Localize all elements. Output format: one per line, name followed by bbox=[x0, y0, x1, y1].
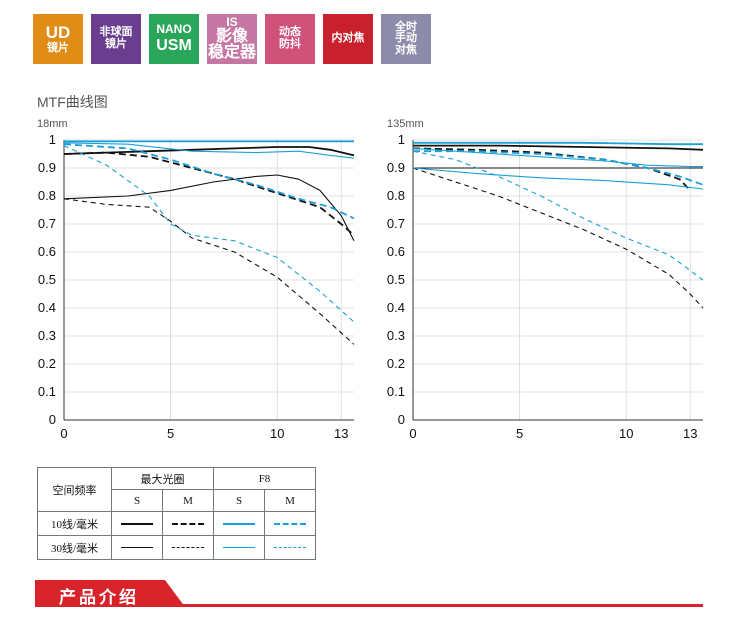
legend-sample-black-s-10 bbox=[111, 511, 163, 536]
x-tick-label: 5 bbox=[516, 426, 523, 441]
y-tick-label: 0.3 bbox=[387, 328, 405, 343]
series-line-0-1 bbox=[63, 151, 355, 236]
series-line-0-5 bbox=[63, 143, 355, 220]
series-line-1-8 bbox=[412, 167, 704, 190]
legend-sub-s: S bbox=[111, 489, 163, 512]
y-tick-label: 0.5 bbox=[38, 272, 56, 287]
legend-sub-m: M bbox=[162, 489, 214, 512]
y-tick-label: 0.4 bbox=[38, 300, 56, 315]
y-tick-label: 0.8 bbox=[38, 188, 56, 203]
x-tick-label: 13 bbox=[683, 426, 697, 441]
badge-inner-focus: 内对焦 bbox=[323, 14, 373, 64]
y-tick-label: 0.6 bbox=[387, 244, 405, 259]
mtf-section-title: MTF曲线图 bbox=[37, 94, 108, 110]
x-tick-label: 0 bbox=[60, 426, 67, 441]
y-tick-label: 0.9 bbox=[387, 160, 405, 175]
legend-sample-black-m-10 bbox=[162, 511, 214, 536]
y-tick-label: 0.5 bbox=[387, 272, 405, 287]
legend-sample-blue-m-30 bbox=[264, 535, 316, 560]
legend-header-frequency: 空间频率 bbox=[37, 467, 112, 512]
legend-sample-blue-m-10 bbox=[264, 511, 316, 536]
legend-group-max-aperture: 最大光圈 bbox=[111, 467, 214, 490]
series-line-1-5 bbox=[413, 150, 704, 186]
y-tick-label: 0.3 bbox=[38, 328, 56, 343]
x-tick-label: 13 bbox=[334, 426, 348, 441]
chart-title-18mm: 18mm bbox=[37, 118, 68, 130]
legend-sub-m: M bbox=[264, 489, 316, 512]
x-tick-label: 10 bbox=[619, 426, 633, 441]
badge-nano-usm: NANO USM bbox=[149, 14, 199, 64]
product-intro-section: 产品介绍 bbox=[35, 580, 703, 607]
y-tick-label: 1 bbox=[398, 132, 405, 147]
y-tick-label: 0 bbox=[49, 412, 56, 427]
badge-ud: UD 镜片 bbox=[33, 14, 83, 64]
series-line-1-3 bbox=[412, 167, 704, 309]
series-line-0-3 bbox=[63, 198, 355, 345]
legend-sample-blue-s-10 bbox=[213, 511, 265, 536]
series-line-0-0 bbox=[63, 146, 355, 157]
product-intro-title: 产品介绍 bbox=[59, 588, 139, 607]
series-line-1-0 bbox=[413, 144, 704, 151]
y-tick-label: 0.8 bbox=[387, 188, 405, 203]
y-tick-label: 0.1 bbox=[387, 384, 405, 399]
series-line-0-7 bbox=[63, 145, 355, 323]
chart-title-135mm: 135mm bbox=[387, 118, 424, 130]
y-tick-label: 0.7 bbox=[38, 216, 56, 231]
y-tick-label: 0.1 bbox=[38, 384, 56, 399]
badge-aspherical: 非球面 镜片 bbox=[91, 14, 141, 64]
section-underline bbox=[35, 604, 703, 607]
series-line-1-4 bbox=[413, 141, 703, 146]
legend-sub-s: S bbox=[213, 489, 265, 512]
y-tick-label: 0.6 bbox=[38, 244, 56, 259]
legend-group-f8: F8 bbox=[213, 467, 316, 490]
mtf-chart-18mm: 00.10.20.30.40.50.60.70.80.910 5 10 13 bbox=[38, 132, 355, 441]
y-tick-label: 0.4 bbox=[387, 300, 405, 315]
badge-dynamic-is: 动态 防抖 bbox=[265, 14, 315, 64]
series-line-0-2 bbox=[63, 174, 355, 242]
x-tick-label: 10 bbox=[270, 426, 284, 441]
mtf-legend-table: 空间频率 最大光圈 F8 S M S M 10线/毫米 30线/毫米 bbox=[37, 467, 316, 560]
legend-sample-blue-s-30 bbox=[213, 535, 265, 560]
mtf-chart-135mm: 00.10.20.30.40.50.60.70.80.910 5 10 13 bbox=[387, 132, 704, 441]
legend-row-label: 10线/毫米 bbox=[37, 511, 112, 536]
y-tick-label: 0 bbox=[398, 412, 405, 427]
x-tick-label: 5 bbox=[167, 426, 174, 441]
series-line-0-6 bbox=[63, 142, 355, 159]
legend-sample-black-s-30 bbox=[111, 535, 163, 560]
legend-sample-black-m-30 bbox=[162, 535, 214, 560]
legend-row-label: 30线/毫米 bbox=[37, 535, 112, 560]
badge-full-time-mf: 全时 手动 对焦 bbox=[381, 14, 431, 64]
series-line-1-6 bbox=[412, 147, 703, 168]
y-tick-label: 1 bbox=[49, 132, 56, 147]
x-tick-label: 0 bbox=[409, 426, 416, 441]
section-tab bbox=[35, 580, 185, 607]
badge-is: IS 影像 稳定器 bbox=[207, 14, 257, 64]
y-tick-label: 0.7 bbox=[387, 216, 405, 231]
y-tick-label: 0.2 bbox=[38, 356, 56, 371]
y-tick-label: 0.2 bbox=[387, 356, 405, 371]
y-tick-label: 0.9 bbox=[38, 160, 56, 175]
